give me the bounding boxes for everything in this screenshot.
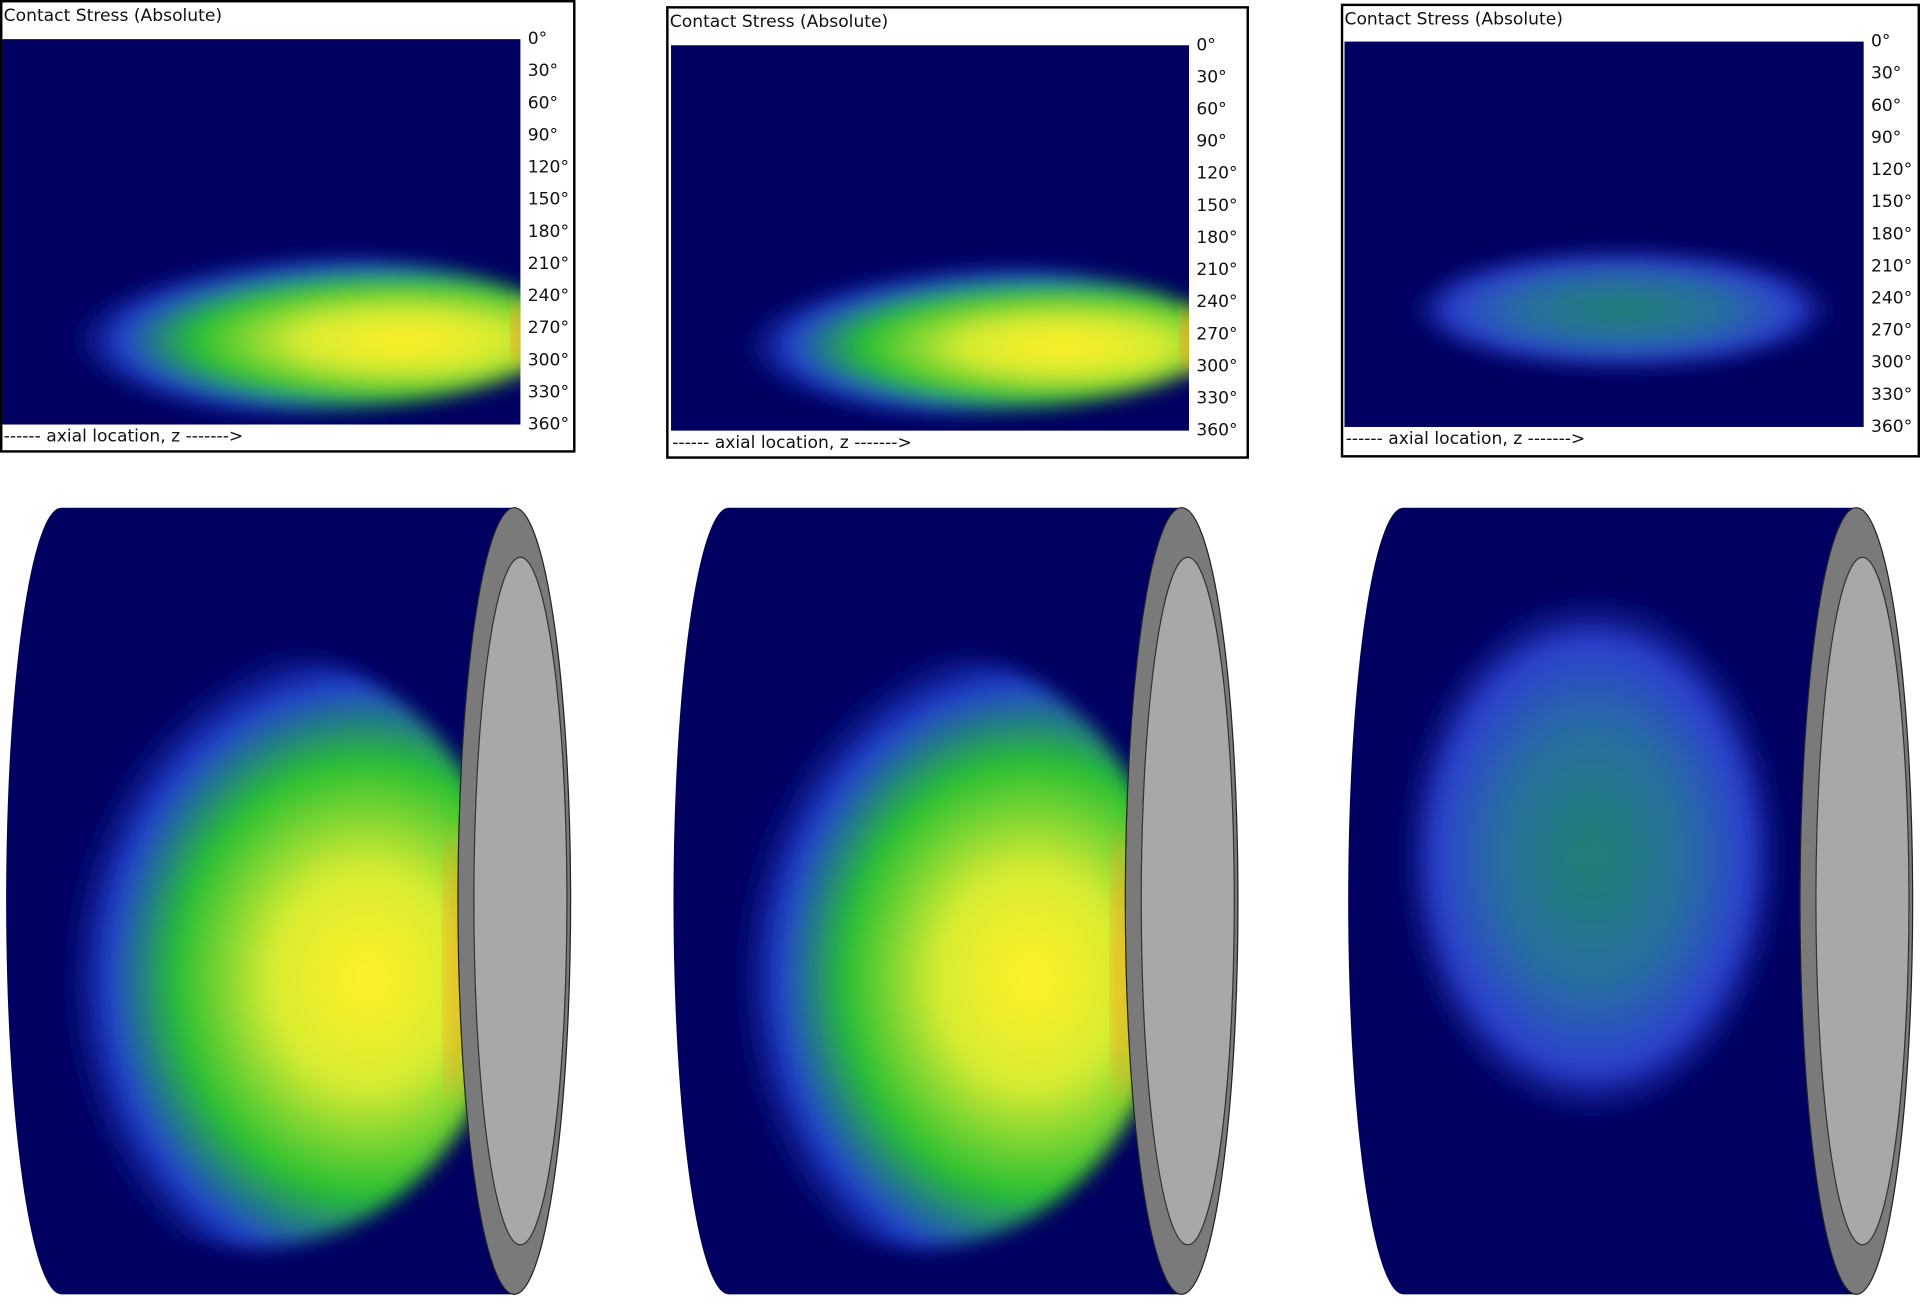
stress-region	[671, 265, 1189, 413]
stress-region	[6, 648, 512, 1248]
angle-tick-label: 210°	[1196, 260, 1237, 280]
axis-label: ------ axial location, z ------->	[1346, 429, 1586, 449]
heatmap-blob	[2, 254, 521, 412]
angle-tick-label: 150°	[528, 190, 569, 210]
angle-tick-label: 60°	[1871, 96, 1901, 116]
stress-peak	[1181, 307, 1189, 371]
angle-tick-label: 270°	[528, 318, 569, 338]
heatmap-blob	[671, 265, 1189, 413]
angle-tick-label: 360°	[1871, 417, 1912, 437]
angle-tick-label: 360°	[1196, 421, 1237, 441]
angle-tick-label: 300°	[528, 350, 569, 370]
angle-tick-label: 180°	[1196, 228, 1237, 248]
end-cap-inner	[1815, 556, 1910, 1246]
angle-tick-label: 60°	[528, 93, 558, 113]
angle-tick-label: 330°	[1196, 389, 1237, 409]
angle-tick-label: 240°	[1871, 289, 1912, 309]
cylinder-stress	[673, 648, 1176, 1248]
angle-tick-label: 30°	[1871, 64, 1901, 84]
angle-tick-label: 0°	[1196, 35, 1215, 55]
angle-tick-label: 30°	[528, 61, 558, 81]
panel-title: Contact Stress (Absolute)	[670, 12, 888, 32]
angle-tick-label: 330°	[528, 382, 569, 402]
end-cap-inner	[1140, 556, 1235, 1246]
axis-label: ------ axial location, z ------->	[672, 433, 912, 453]
angle-tick-label: 240°	[1196, 292, 1237, 312]
angle-tick-label: 360°	[528, 415, 569, 435]
angle-tick-label: 210°	[528, 254, 569, 274]
angle-tick-label: 60°	[1196, 99, 1226, 119]
angle-tick-label: 120°	[1871, 160, 1912, 180]
end-cap-inner	[473, 556, 568, 1246]
angle-tick-label: 300°	[1196, 356, 1237, 376]
angle-tick-label: 30°	[1196, 67, 1226, 87]
panel-title: Contact Stress (Absolute)	[4, 6, 222, 26]
angle-tick-label: 150°	[1196, 196, 1237, 216]
angle-tick-label: 120°	[528, 158, 569, 178]
angle-tick-label: 90°	[1196, 132, 1226, 152]
angle-tick-label: 120°	[1196, 164, 1237, 184]
angle-tick-label: 0°	[528, 29, 547, 49]
angle-tick-label: 210°	[1871, 256, 1912, 276]
panel-title: Contact Stress (Absolute)	[1344, 10, 1562, 30]
stress-region	[2, 254, 521, 412]
heatmap-blob	[1399, 245, 1846, 374]
angle-tick-label: 270°	[1871, 321, 1912, 341]
angle-tick-label: 90°	[1871, 128, 1901, 148]
angle-tick-label: 180°	[528, 222, 569, 242]
stress-region	[1389, 581, 1794, 1132]
angle-tick-label: 180°	[1871, 224, 1912, 244]
angle-tick-label: 270°	[1196, 324, 1237, 344]
angle-tick-label: 0°	[1871, 32, 1890, 52]
stress-region	[673, 648, 1176, 1248]
angle-tick-label: 150°	[1871, 192, 1912, 212]
cylinder-stress	[1389, 581, 1794, 1132]
stress-region	[1399, 245, 1846, 374]
cylinder-stress	[6, 648, 512, 1248]
stress-peak	[513, 300, 521, 365]
angle-tick-label: 240°	[528, 286, 569, 306]
angle-tick-label: 330°	[1871, 385, 1912, 405]
axis-label: ------ axial location, z ------->	[4, 427, 244, 447]
angle-tick-label: 300°	[1871, 353, 1912, 373]
angle-tick-label: 90°	[528, 125, 558, 145]
